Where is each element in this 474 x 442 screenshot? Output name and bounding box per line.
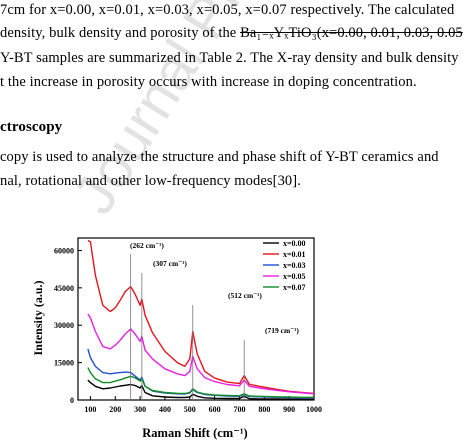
y-tick-label: 60000	[54, 246, 74, 255]
x-tick-label: 300	[134, 405, 146, 414]
paragraph-line-3: Y-BT samples are summarized in Table 2. …	[0, 50, 459, 66]
x-tick-label: 100	[84, 405, 96, 414]
annotation-label: (262 cm⁻¹)	[130, 241, 164, 250]
plot-frame	[77, 237, 315, 401]
series-line-x=0.01	[87, 239, 315, 395]
x-tick-label: 400	[159, 405, 171, 414]
x-axis-label: Raman Shift (cm⁻¹)	[142, 426, 247, 440]
section-line-2: nal, rotational and other low-frequency …	[0, 173, 301, 189]
legend-label: x=0.03	[283, 261, 306, 270]
series-line-x=0.07	[87, 367, 314, 398]
paragraph-line-1: 7cm for x=0.00, x=0.01, x=0.03, x=0.05, …	[0, 2, 455, 18]
peak-annotations: (262 cm⁻¹) (307 cm⁻¹) (512 cm⁻¹) (719 cm⁻¹)	[130, 241, 299, 400]
y-tick-label: 15000	[54, 359, 74, 368]
legend-label: x=0.01	[283, 250, 306, 259]
paragraph-line-2: density, bulk density and porosity of th…	[0, 25, 463, 42]
annotation-label: (307 cm⁻¹)	[153, 259, 187, 268]
legend-label: x=0.00	[283, 239, 306, 248]
x-tick-label: 600	[209, 405, 221, 414]
x-tick-label: 900	[283, 405, 295, 414]
section-line-1: copy is used to analyze the structure an…	[0, 149, 439, 165]
annotation-label: (719 cm⁻¹)	[265, 326, 299, 335]
x-tick-label: 700	[233, 405, 245, 414]
y-tick-label: 0	[70, 396, 74, 405]
series-line-x=0.05	[87, 313, 315, 395]
x-axis-ticks: 100 200 300 400 500 600 700 800 900 1000	[84, 396, 322, 414]
paragraph-line-2-text: density, bulk density and porosity of th…	[0, 25, 241, 41]
paragraph-line-4: t the increase in porosity occurs with i…	[0, 74, 417, 90]
y-axis-ticks: 0 15000 30000 45000 60000	[54, 246, 82, 405]
y-axis-label: Intensity (a.u.)	[31, 280, 45, 355]
x-tick-label: 800	[258, 405, 270, 414]
series-line-x=0.00	[87, 379, 314, 400]
x-tick-label: 1000	[306, 405, 322, 414]
legend-label: x=0.05	[283, 272, 306, 281]
y-tick-label: 45000	[54, 284, 74, 293]
x-tick-label: 500	[184, 405, 196, 414]
legend: x=0.00 x=0.01 x=0.03 x=0.05 x=0.07	[263, 239, 306, 292]
y-tick-label: 30000	[54, 321, 74, 330]
series-lines	[87, 239, 315, 400]
legend-label: x=0.07	[283, 283, 306, 292]
x-tick-label: 200	[109, 405, 121, 414]
annotation-label: (512 cm⁻¹)	[228, 291, 262, 300]
section-heading: ctroscopy	[0, 119, 63, 135]
plot-border	[77, 237, 315, 401]
formula-strikethrough: Ba₁₋ₓYₓTiO₃(x=0.00, 0.01, 0.03, 0.05	[240, 25, 463, 41]
